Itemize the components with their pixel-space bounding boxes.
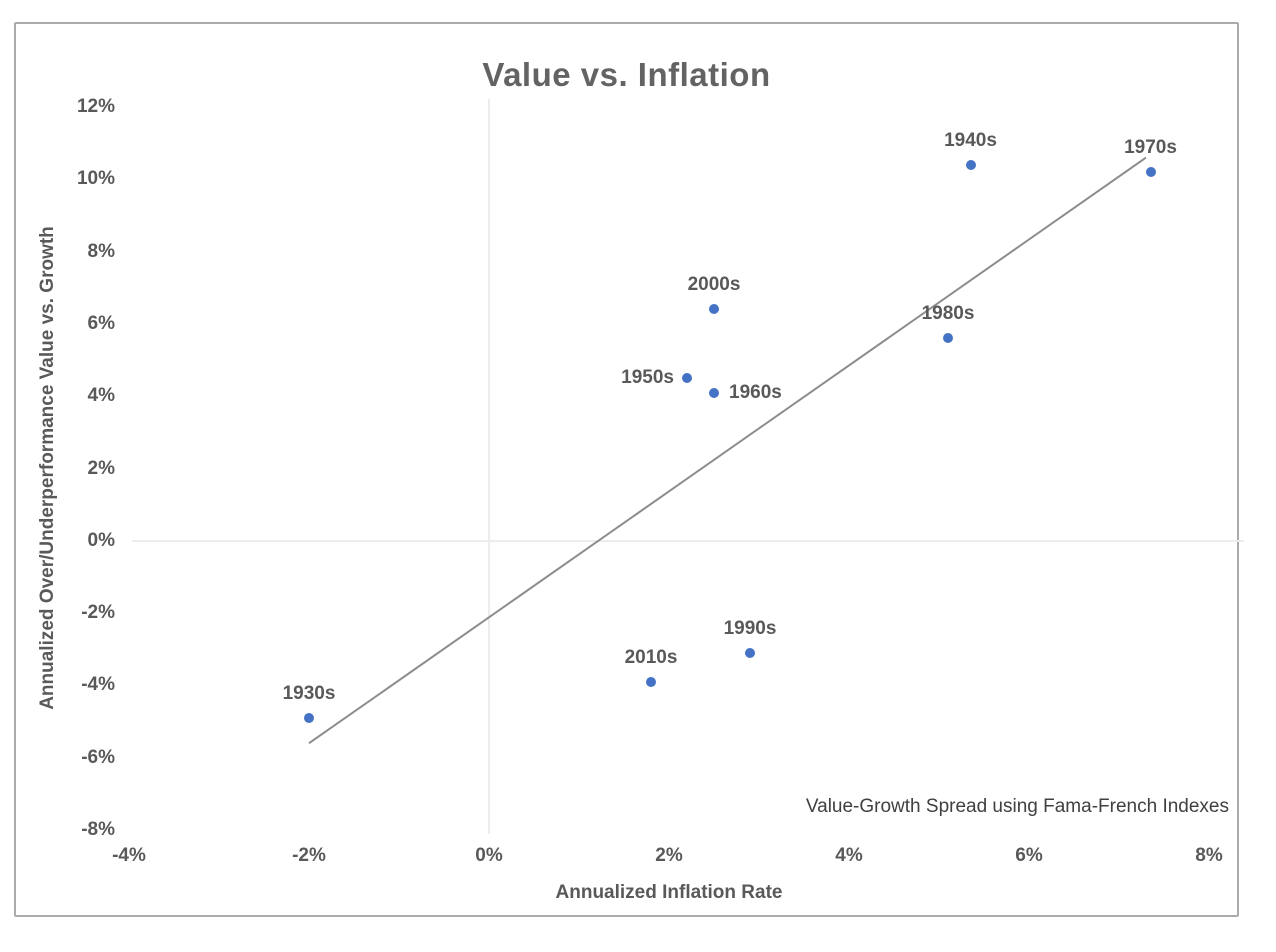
chart-title: Value vs. Inflation (482, 56, 771, 93)
data-point-1970s (1145, 167, 1156, 178)
y-tick-label: 2% (87, 457, 115, 479)
data-point-label-1930s: 1930s (282, 682, 336, 704)
data-point-label-1980s: 1980s (921, 303, 975, 325)
x-tick-label: 8% (1195, 845, 1223, 866)
y-tick-label: 10% (76, 168, 115, 190)
trend-line-layer (308, 156, 1147, 745)
data-point-1980s (943, 333, 953, 344)
y-tick-label: 0% (87, 529, 115, 551)
data-point-1990s (745, 647, 755, 658)
data-point-1960s (709, 387, 719, 398)
data-point-label-2000s: 2000s (687, 274, 741, 296)
y-tick-label: 6% (87, 312, 115, 334)
data-point-label-1960s: 1960s (729, 381, 782, 403)
data-point-label-1950s: 1950s (621, 367, 674, 389)
y-tick-label: 12% (76, 96, 115, 117)
x-tick-label: 2% (655, 845, 683, 866)
x-tick-label: 0% (475, 845, 503, 866)
x-tick-label: -4% (112, 845, 146, 866)
y-tick-label: -6% (81, 746, 115, 768)
x-tick-label: -2% (292, 845, 326, 866)
data-point-label-1970s: 1970s (1124, 137, 1177, 159)
data-point-2000s (709, 304, 719, 315)
y-tick-label: -4% (81, 674, 115, 696)
x-tick-label: 6% (1015, 845, 1043, 866)
data-point-1950s (682, 373, 692, 384)
x-tick-label: 4% (835, 845, 863, 866)
chart-card: Value vs. Inflation Annualized Over/Unde… (14, 22, 1244, 917)
y-tick-label: -2% (81, 602, 115, 624)
trend-line (308, 156, 1147, 745)
y-tick-label: 4% (87, 385, 115, 407)
y-tick-label: 8% (87, 240, 115, 262)
x-axis-title: Annualized Inflation Rate (555, 882, 783, 903)
data-point-1930s (304, 712, 314, 723)
zero-x-gridline (488, 99, 490, 834)
source-annotation: Value-Growth Spread using Fama-French In… (805, 796, 1229, 817)
data-point-2010s (646, 676, 656, 687)
data-point-label-2010s: 2010s (624, 646, 678, 668)
data-point-label-1990s: 1990s (723, 617, 777, 639)
zero-y-gridline (132, 539, 1244, 542)
data-point-label-1940s: 1940s (944, 129, 997, 151)
y-tick-label: -8% (81, 819, 115, 840)
data-point-1940s (965, 159, 976, 170)
